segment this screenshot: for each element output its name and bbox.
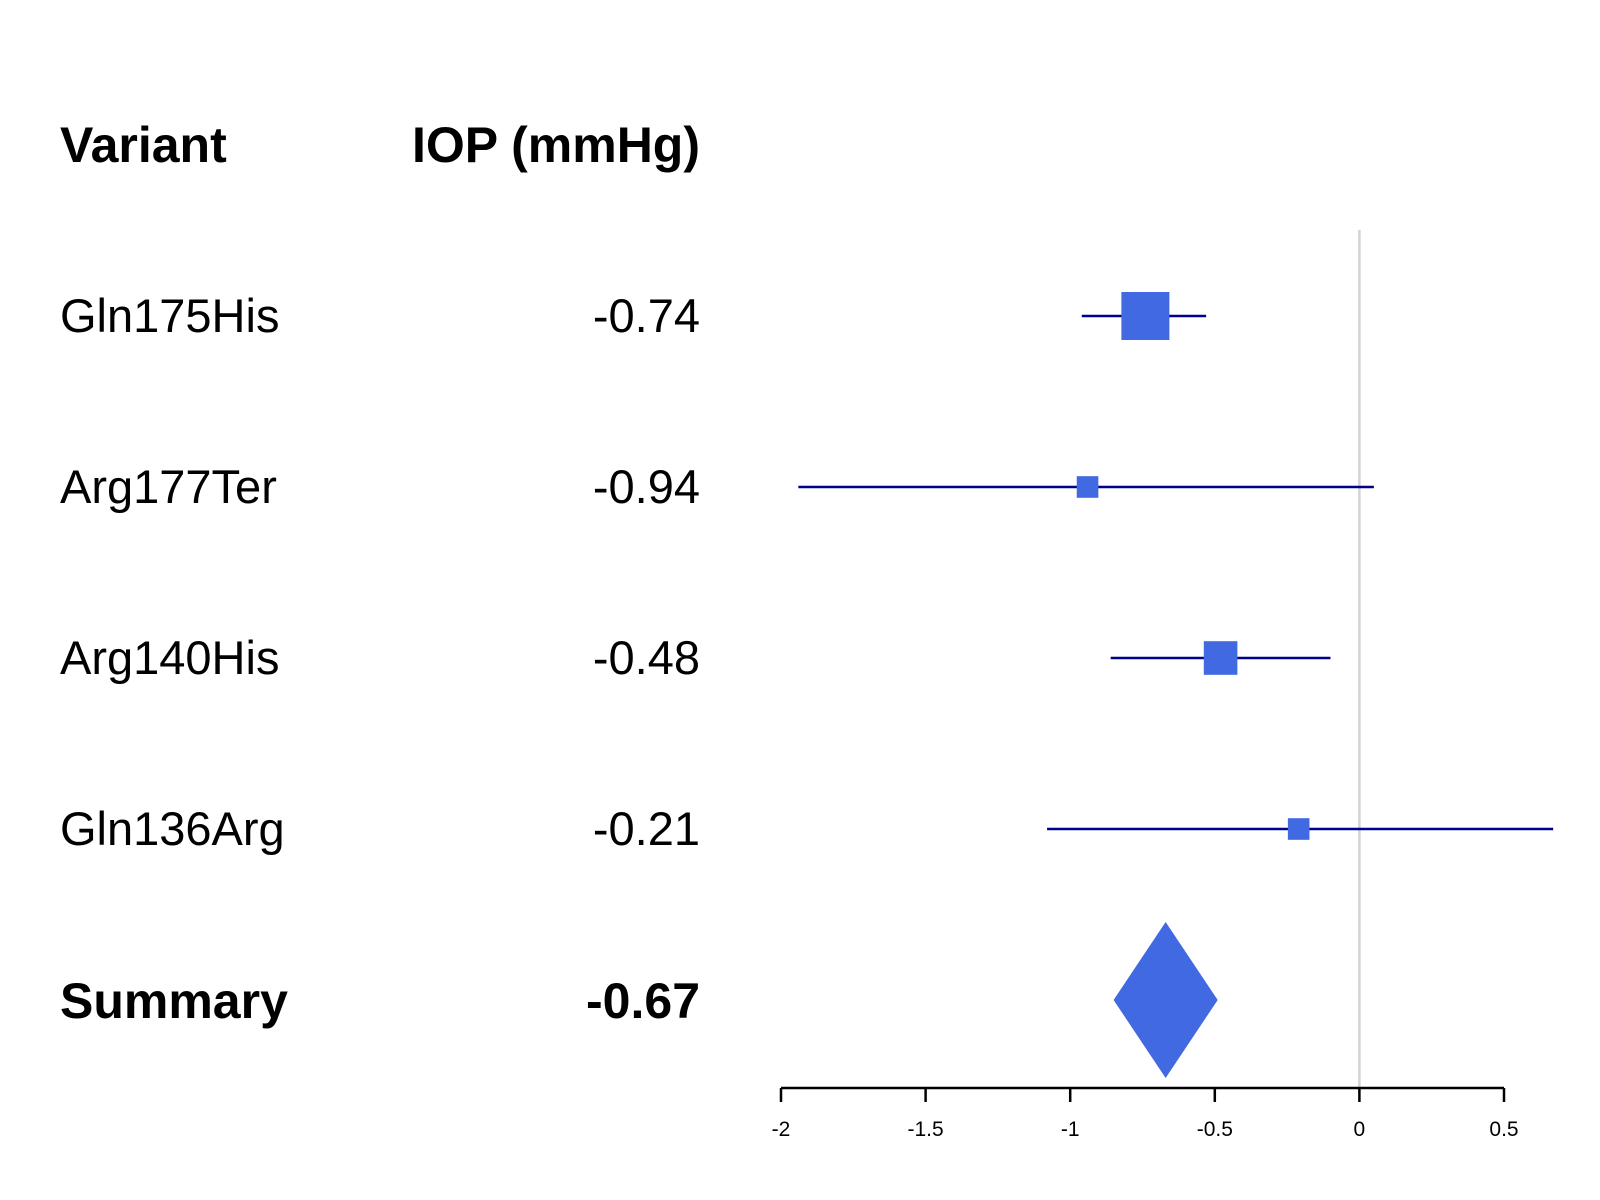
row-label: Arg177Ter <box>60 460 277 513</box>
row-value: -0.94 <box>593 460 700 513</box>
x-axis: -2 -1.5 -1 -0.5 0 0.5 <box>772 1086 1519 1141</box>
row-value: -0.21 <box>593 802 700 855</box>
header-variant: Variant <box>60 117 227 173</box>
row-labels: Gln175His Arg177Ter Arg140His Gln136Arg Summ… <box>60 289 288 1029</box>
row-values: -0.74 -0.94 -0.48 -0.21 -0.67 <box>586 289 700 1029</box>
x-tick-label: 0.5 <box>1489 1118 1518 1141</box>
summary-value: -0.67 <box>586 973 700 1029</box>
row-label: Gln175His <box>60 289 279 342</box>
estimate-marker <box>1076 476 1099 498</box>
row-value: -0.74 <box>593 289 700 342</box>
plot-area <box>798 230 1554 1088</box>
header-estimate: IOP (mmHg) <box>412 117 700 173</box>
x-tick-label: -1 <box>1061 1118 1080 1141</box>
x-tick-label: -1.5 <box>908 1118 944 1141</box>
row-label: Gln136Arg <box>60 802 285 855</box>
estimate-marker <box>1287 818 1310 840</box>
x-tick-label: -2 <box>772 1118 791 1141</box>
summary-label: Summary <box>60 973 288 1029</box>
summary-diamond <box>1113 922 1218 1078</box>
estimate-marker <box>1203 641 1238 675</box>
estimate-marker <box>1121 292 1170 340</box>
row-label: Arg140His <box>60 631 279 684</box>
x-tick-label: -0.5 <box>1197 1118 1233 1141</box>
row-value: -0.48 <box>593 631 700 684</box>
x-tick-label: 0 <box>1354 1118 1366 1141</box>
